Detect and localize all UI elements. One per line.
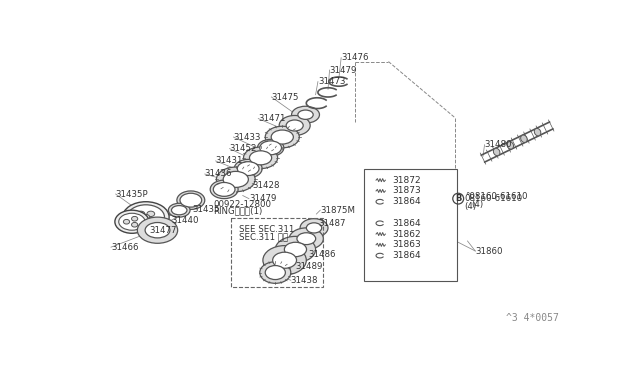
Text: SEE SEC.311: SEE SEC.311 [239,225,294,234]
Text: 31433: 31433 [234,132,261,141]
Text: 31862: 31862 [392,230,421,238]
Text: 31438: 31438 [291,276,318,285]
Ellipse shape [284,242,307,257]
Ellipse shape [298,110,313,119]
Bar [364,169,457,281]
Ellipse shape [265,126,300,148]
Ellipse shape [244,147,278,169]
Ellipse shape [127,205,164,230]
Ellipse shape [260,262,291,283]
Ellipse shape [493,148,500,156]
Ellipse shape [507,142,513,149]
Ellipse shape [210,180,238,199]
Ellipse shape [378,202,384,208]
Text: 31452: 31452 [230,144,257,153]
Text: 31436: 31436 [205,170,232,179]
Text: 31860: 31860 [476,247,503,256]
Ellipse shape [132,217,138,221]
Text: 31480: 31480 [484,140,512,149]
Ellipse shape [213,183,235,196]
Ellipse shape [216,167,255,192]
Ellipse shape [374,206,387,219]
Text: 31476: 31476 [341,53,369,62]
Ellipse shape [177,191,205,209]
Ellipse shape [263,246,307,275]
Text: 31872: 31872 [392,176,421,185]
Ellipse shape [250,151,271,165]
Text: 31864: 31864 [392,219,421,228]
Ellipse shape [237,162,259,176]
Text: ^3 4*0057: ^3 4*0057 [506,313,559,323]
Ellipse shape [124,219,129,224]
Ellipse shape [257,140,284,156]
Text: 31435: 31435 [193,205,220,214]
Text: 31431: 31431 [216,156,243,166]
Text: 31486: 31486 [308,250,336,259]
Ellipse shape [223,171,248,187]
Ellipse shape [260,141,282,155]
Ellipse shape [300,219,328,237]
Ellipse shape [137,211,145,217]
Ellipse shape [279,115,310,135]
Ellipse shape [378,217,384,223]
Ellipse shape [297,233,316,245]
Text: 31440: 31440 [172,216,199,225]
Text: (4): (4) [472,200,483,209]
Text: 31466: 31466 [111,243,138,251]
Text: 31489: 31489 [296,262,323,271]
Ellipse shape [370,209,376,216]
Text: 31873: 31873 [392,186,421,195]
Text: RINGリング(1): RINGリング(1) [213,206,262,215]
Text: 08160-61610: 08160-61610 [465,194,522,203]
Text: 31864: 31864 [392,197,421,206]
Ellipse shape [534,128,541,136]
Text: 31864: 31864 [392,251,421,260]
Text: °08160-61610: °08160-61610 [465,192,527,201]
Text: 31477: 31477 [150,227,177,235]
Ellipse shape [286,120,303,131]
Ellipse shape [145,222,170,238]
Text: B: B [455,194,461,203]
Text: (4): (4) [465,202,477,211]
Ellipse shape [521,135,527,142]
Ellipse shape [234,159,262,178]
Ellipse shape [271,130,293,144]
Ellipse shape [385,209,392,216]
Text: 31428: 31428 [252,181,280,190]
Ellipse shape [289,228,323,250]
Ellipse shape [147,218,155,223]
Text: 31479: 31479 [330,65,357,74]
Ellipse shape [275,236,316,263]
Ellipse shape [273,252,296,268]
Text: 31875M: 31875M [320,206,355,215]
Ellipse shape [119,213,145,230]
Ellipse shape [265,266,285,280]
Text: SEC.311 参照: SEC.311 参照 [239,232,288,242]
Ellipse shape [168,203,190,217]
Ellipse shape [180,193,202,207]
Text: 31487: 31487 [319,219,346,228]
Ellipse shape [138,217,178,243]
Text: 31475: 31475 [271,93,299,102]
Ellipse shape [292,106,319,123]
Text: 00922-12800: 00922-12800 [213,199,271,209]
Text: 31435P: 31435P [116,189,148,199]
Ellipse shape [115,210,149,233]
Ellipse shape [123,202,169,232]
Text: 31471: 31471 [259,114,285,123]
Text: 31479: 31479 [249,194,276,203]
Ellipse shape [147,211,155,217]
Ellipse shape [132,222,138,227]
Ellipse shape [307,223,322,233]
Text: 31863: 31863 [392,240,421,249]
Ellipse shape [370,202,392,223]
Text: 31473: 31473 [318,77,346,86]
Ellipse shape [142,214,150,220]
Ellipse shape [172,206,187,215]
Ellipse shape [137,218,145,223]
Ellipse shape [444,199,451,206]
